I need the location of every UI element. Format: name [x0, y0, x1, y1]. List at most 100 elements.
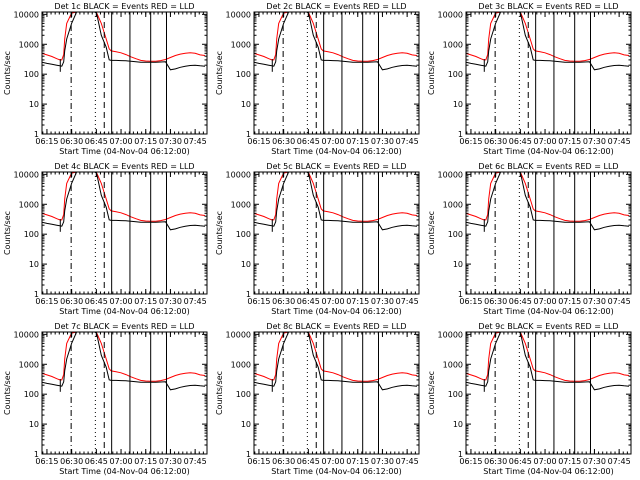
- y-tick-label: 10: [29, 420, 39, 429]
- y-tick-label: 10000: [14, 170, 39, 179]
- y-axis-label: Counts/sec: [427, 371, 436, 415]
- panel-title: Det 7c BLACK = Events RED = LLD: [54, 322, 194, 331]
- panel-7: Det 7c BLACK = Events RED = LLD 1 10 100 100…: [3, 322, 208, 476]
- x-tick-label: 06:45: [509, 457, 532, 466]
- y-tick-label: 1: [34, 130, 39, 139]
- y-tick-label: 10000: [438, 170, 463, 179]
- y-axis-label: Counts/sec: [215, 371, 224, 415]
- x-tick-label: 06:30: [272, 137, 295, 146]
- panel-title: Det 4c BLACK = Events RED = LLD: [54, 162, 194, 171]
- x-axis-label: Start Time (04-Nov-04 06:12:00): [59, 307, 189, 316]
- panel-3: Det 3c BLACK = Events RED = LLD 1 10 100 100…: [427, 2, 632, 156]
- x-tick-label: 07:30: [159, 297, 182, 306]
- x-tick-label: 07:00: [534, 137, 557, 146]
- series-line-0: [42, 12, 206, 62]
- x-tick-label: 06:15: [459, 457, 482, 466]
- y-tick-label: 100: [236, 70, 251, 79]
- x-tick-label: 07:45: [396, 457, 419, 466]
- x-tick-label: 06:45: [509, 137, 532, 146]
- x-tick-label: 06:15: [459, 137, 482, 146]
- y-tick-label: 1: [246, 290, 251, 299]
- y-tick-label: 1000: [231, 360, 251, 369]
- x-tick-label: 07:00: [322, 457, 345, 466]
- x-tick-label: 07:30: [583, 137, 606, 146]
- x-tick-label: 07:15: [134, 457, 157, 466]
- y-tick-label: 10: [241, 260, 251, 269]
- x-tick-label: 07:30: [583, 297, 606, 306]
- x-tick-label: 06:45: [297, 457, 320, 466]
- panel-title: Det 8c BLACK = Events RED = LLD: [266, 322, 406, 331]
- series-line-0: [254, 172, 418, 222]
- plot-frame: [41, 11, 208, 135]
- y-tick-label: 100: [448, 390, 463, 399]
- x-tick-label: 07:00: [534, 297, 557, 306]
- series-line-0: [254, 12, 418, 62]
- x-tick-label: 06:30: [272, 457, 295, 466]
- plot-frame: [465, 11, 632, 135]
- y-tick-label: 1000: [19, 360, 39, 369]
- x-tick-label: 06:45: [509, 297, 532, 306]
- x-tick-label: 06:45: [85, 297, 108, 306]
- x-tick-label: 07:15: [134, 137, 157, 146]
- series-line-0: [466, 332, 630, 382]
- x-tick-label: 07:45: [608, 297, 631, 306]
- x-tick-label: 06:45: [297, 297, 320, 306]
- series-line-1: [254, 332, 418, 391]
- x-tick-label: 06:30: [484, 457, 507, 466]
- y-tick-label: 100: [24, 70, 39, 79]
- x-axis-label: Start Time (04-Nov-04 06:12:00): [271, 147, 401, 156]
- x-tick-label: 06:30: [484, 137, 507, 146]
- panel-5: Det 5c BLACK = Events RED = LLD 1 10 100 100…: [215, 162, 420, 316]
- x-axis-label: Start Time (04-Nov-04 06:12:00): [59, 147, 189, 156]
- x-tick-label: 06:15: [35, 457, 58, 466]
- x-axis-label: Start Time (04-Nov-04 06:12:00): [59, 467, 189, 476]
- series-line-1: [466, 12, 630, 71]
- x-tick-label: 07:30: [371, 457, 394, 466]
- y-tick-label: 1000: [443, 40, 463, 49]
- x-tick-label: 06:30: [60, 297, 83, 306]
- panel-2: Det 2c BLACK = Events RED = LLD 1 10 100 100…: [215, 2, 420, 156]
- plot-frame: [253, 11, 420, 135]
- series-line-1: [42, 172, 206, 231]
- y-axis-label: Counts/sec: [3, 211, 12, 255]
- y-tick-label: 10000: [14, 10, 39, 19]
- series-line-0: [42, 332, 206, 382]
- panel-title: Det 2c BLACK = Events RED = LLD: [266, 2, 406, 11]
- x-axis-label: Start Time (04-Nov-04 06:12:00): [483, 307, 613, 316]
- series-line-0: [466, 172, 630, 222]
- panel-1: Det 1c BLACK = Events RED = LLD 1 10 100 100…: [3, 2, 208, 156]
- y-axis-label: Counts/sec: [427, 211, 436, 255]
- x-tick-label: 07:30: [371, 137, 394, 146]
- y-tick-label: 100: [448, 230, 463, 239]
- y-tick-label: 1000: [19, 200, 39, 209]
- y-tick-label: 10000: [438, 330, 463, 339]
- y-tick-label: 10: [453, 420, 463, 429]
- x-tick-label: 07:15: [558, 137, 581, 146]
- series-line-0: [42, 172, 206, 222]
- x-tick-label: 06:15: [459, 297, 482, 306]
- y-tick-label: 100: [448, 70, 463, 79]
- y-tick-label: 1000: [231, 40, 251, 49]
- x-tick-label: 07:30: [583, 457, 606, 466]
- panel-title: Det 1c BLACK = Events RED = LLD: [54, 2, 194, 11]
- x-tick-label: 07:00: [110, 297, 133, 306]
- x-tick-label: 07:15: [558, 457, 581, 466]
- y-tick-label: 10: [453, 100, 463, 109]
- x-axis-label: Start Time (04-Nov-04 06:12:00): [483, 467, 613, 476]
- x-tick-label: 06:15: [247, 137, 270, 146]
- x-tick-label: 07:45: [396, 297, 419, 306]
- y-tick-label: 100: [24, 390, 39, 399]
- y-tick-label: 1: [34, 450, 39, 459]
- y-tick-label: 1000: [443, 360, 463, 369]
- x-tick-label: 07:45: [396, 137, 419, 146]
- x-tick-label: 07:30: [159, 457, 182, 466]
- x-tick-label: 07:30: [159, 137, 182, 146]
- x-tick-label: 07:15: [346, 297, 369, 306]
- plot-frame: [41, 331, 208, 455]
- x-tick-label: 07:00: [322, 137, 345, 146]
- x-tick-label: 07:30: [371, 297, 394, 306]
- x-tick-label: 06:45: [297, 137, 320, 146]
- x-tick-label: 06:15: [247, 457, 270, 466]
- plot-frame: [41, 171, 208, 295]
